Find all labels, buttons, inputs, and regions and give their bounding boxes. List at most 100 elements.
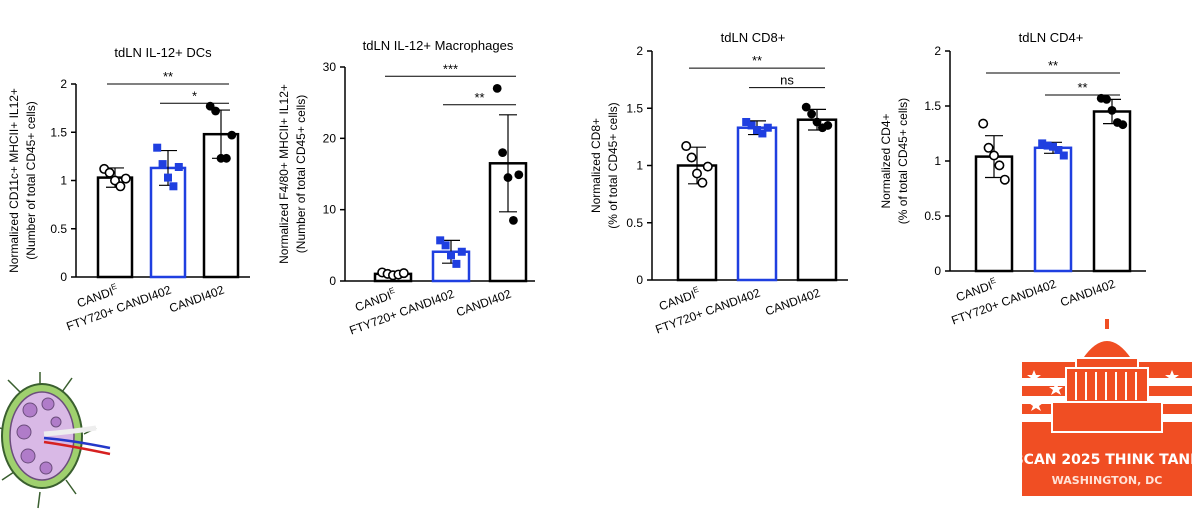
data-point <box>158 160 167 169</box>
data-point <box>514 170 524 180</box>
y-tick-label: 1 <box>934 154 941 168</box>
data-point <box>988 150 999 161</box>
y-axis-label: Normalized CD8+ <box>589 118 603 213</box>
data-point <box>1054 146 1063 154</box>
chart-title: tdLN CD4+ <box>1019 30 1084 45</box>
data-point <box>498 148 507 158</box>
bar-3 <box>796 118 838 282</box>
data-point <box>169 182 178 191</box>
data-point <box>1118 120 1128 130</box>
data-point <box>1102 95 1111 104</box>
data-point <box>211 106 221 116</box>
x-tick-label: CANDI402 <box>167 283 226 316</box>
logo-subtitle: WASHINGTON, DC <box>1052 474 1163 487</box>
data-point <box>681 141 692 152</box>
data-point <box>702 161 713 172</box>
significance-label: ** <box>474 90 484 105</box>
bar-1 <box>96 176 134 279</box>
data-point <box>120 173 131 184</box>
significance-label: ** <box>752 53 762 68</box>
y-axis-label: (% of total CD45+ cells) <box>896 98 910 224</box>
y-tick-label: 0.5 <box>626 216 643 230</box>
data-point <box>686 152 697 163</box>
x-tick-label: CANDI402 <box>454 287 513 320</box>
y-tick-label: 20 <box>323 131 337 145</box>
data-point <box>1049 142 1057 151</box>
y-tick-label: 1.5 <box>50 125 67 139</box>
data-point <box>174 162 183 171</box>
chart-panel-2: tdLN IL-12+ Macrophages Normalized F4/80+… <box>277 38 535 338</box>
data-point <box>1038 139 1047 148</box>
data-point <box>436 236 445 245</box>
chart-panel-1: tdLN IL-12+ DCs Normalized CD11c+ MHCII+ … <box>7 45 250 334</box>
data-point <box>509 215 518 225</box>
data-point <box>801 102 811 112</box>
y-axis-label: Normalized CD4+ <box>879 113 893 208</box>
y-axis-label: (Number of total CD45+ cells) <box>294 95 308 253</box>
y-tick-label: 30 <box>323 60 337 74</box>
y-tick-label: 2 <box>636 44 643 58</box>
y-axis-label: (Number of total CD45+ cells) <box>24 101 38 259</box>
y-tick-label: 0.5 <box>50 222 67 236</box>
x-tick-label-main: CANDI402 <box>454 287 513 320</box>
data-point <box>153 143 162 152</box>
y-axis-label: Normalized CD11c+ MHCII+ IL12+ <box>7 88 21 273</box>
data-point <box>398 268 409 279</box>
y-tick-label: 1.5 <box>924 99 941 113</box>
data-point <box>457 247 466 256</box>
bcan-think-tank-logo: BCAN 2025 THINK TANK WASHINGTON, DC <box>1022 318 1192 496</box>
bar-3 <box>488 162 528 283</box>
data-point <box>999 174 1010 185</box>
data-point <box>742 117 751 126</box>
x-tick-label-sup: E <box>692 285 700 295</box>
y-tick-label: 2 <box>934 44 941 58</box>
bar-2 <box>1033 146 1073 273</box>
y-tick-label: 0.5 <box>924 209 941 223</box>
data-point <box>763 123 772 132</box>
data-point <box>227 130 237 140</box>
data-point <box>222 153 231 163</box>
data-point <box>983 142 994 153</box>
significance-label: ** <box>1048 58 1058 73</box>
data-point <box>115 181 126 192</box>
y-tick-label: 0 <box>636 273 643 287</box>
y-tick-label: 0 <box>329 274 336 288</box>
data-point <box>492 84 502 93</box>
x-tick-label: CANDI402 <box>763 286 822 319</box>
data-point <box>441 241 450 250</box>
y-tick-label: 0 <box>934 264 941 278</box>
data-point <box>691 168 702 179</box>
x-tick-label-main: CANDI402 <box>1058 277 1117 310</box>
chart-title: tdLN IL-12+ DCs <box>114 45 212 60</box>
chart-title: tdLN IL-12+ Macrophages <box>363 38 514 53</box>
x-tick-label-sup: E <box>989 276 997 286</box>
data-point <box>753 126 761 135</box>
data-point <box>807 109 816 119</box>
x-tick-label: FTY720+ CANDI402 <box>654 286 763 337</box>
significance-label: ** <box>163 69 173 84</box>
significance-label: * <box>192 88 197 103</box>
logo-title: BCAN 2025 THINK TANK <box>1022 452 1192 468</box>
x-tick-label: CANDI402 <box>1058 277 1117 310</box>
x-tick-label-main: CANDI402 <box>167 283 226 316</box>
significance-label: ** <box>1077 80 1087 95</box>
data-point <box>978 118 989 129</box>
data-point <box>164 173 172 182</box>
chart-panel-4: tdLN CD4+ Normalized CD4+ (% of total CD45… <box>879 30 1146 328</box>
chart-title: tdLN CD8+ <box>721 30 786 45</box>
data-point <box>812 117 822 127</box>
x-tick-label-main: CANDI402 <box>763 286 822 319</box>
data-point <box>452 259 461 268</box>
significance-label: *** <box>443 61 458 76</box>
y-tick-label: 1 <box>60 174 67 188</box>
data-point <box>104 167 115 178</box>
bar-2 <box>736 126 778 282</box>
data-point <box>747 121 756 130</box>
data-point <box>823 121 833 130</box>
data-point <box>994 160 1005 171</box>
chart-panel-3: tdLN CD8+ Normalized CD8+ (% of total CD45… <box>589 30 848 337</box>
y-tick-label: 1.5 <box>626 101 643 115</box>
data-point <box>1059 151 1068 160</box>
data-point <box>503 173 513 182</box>
